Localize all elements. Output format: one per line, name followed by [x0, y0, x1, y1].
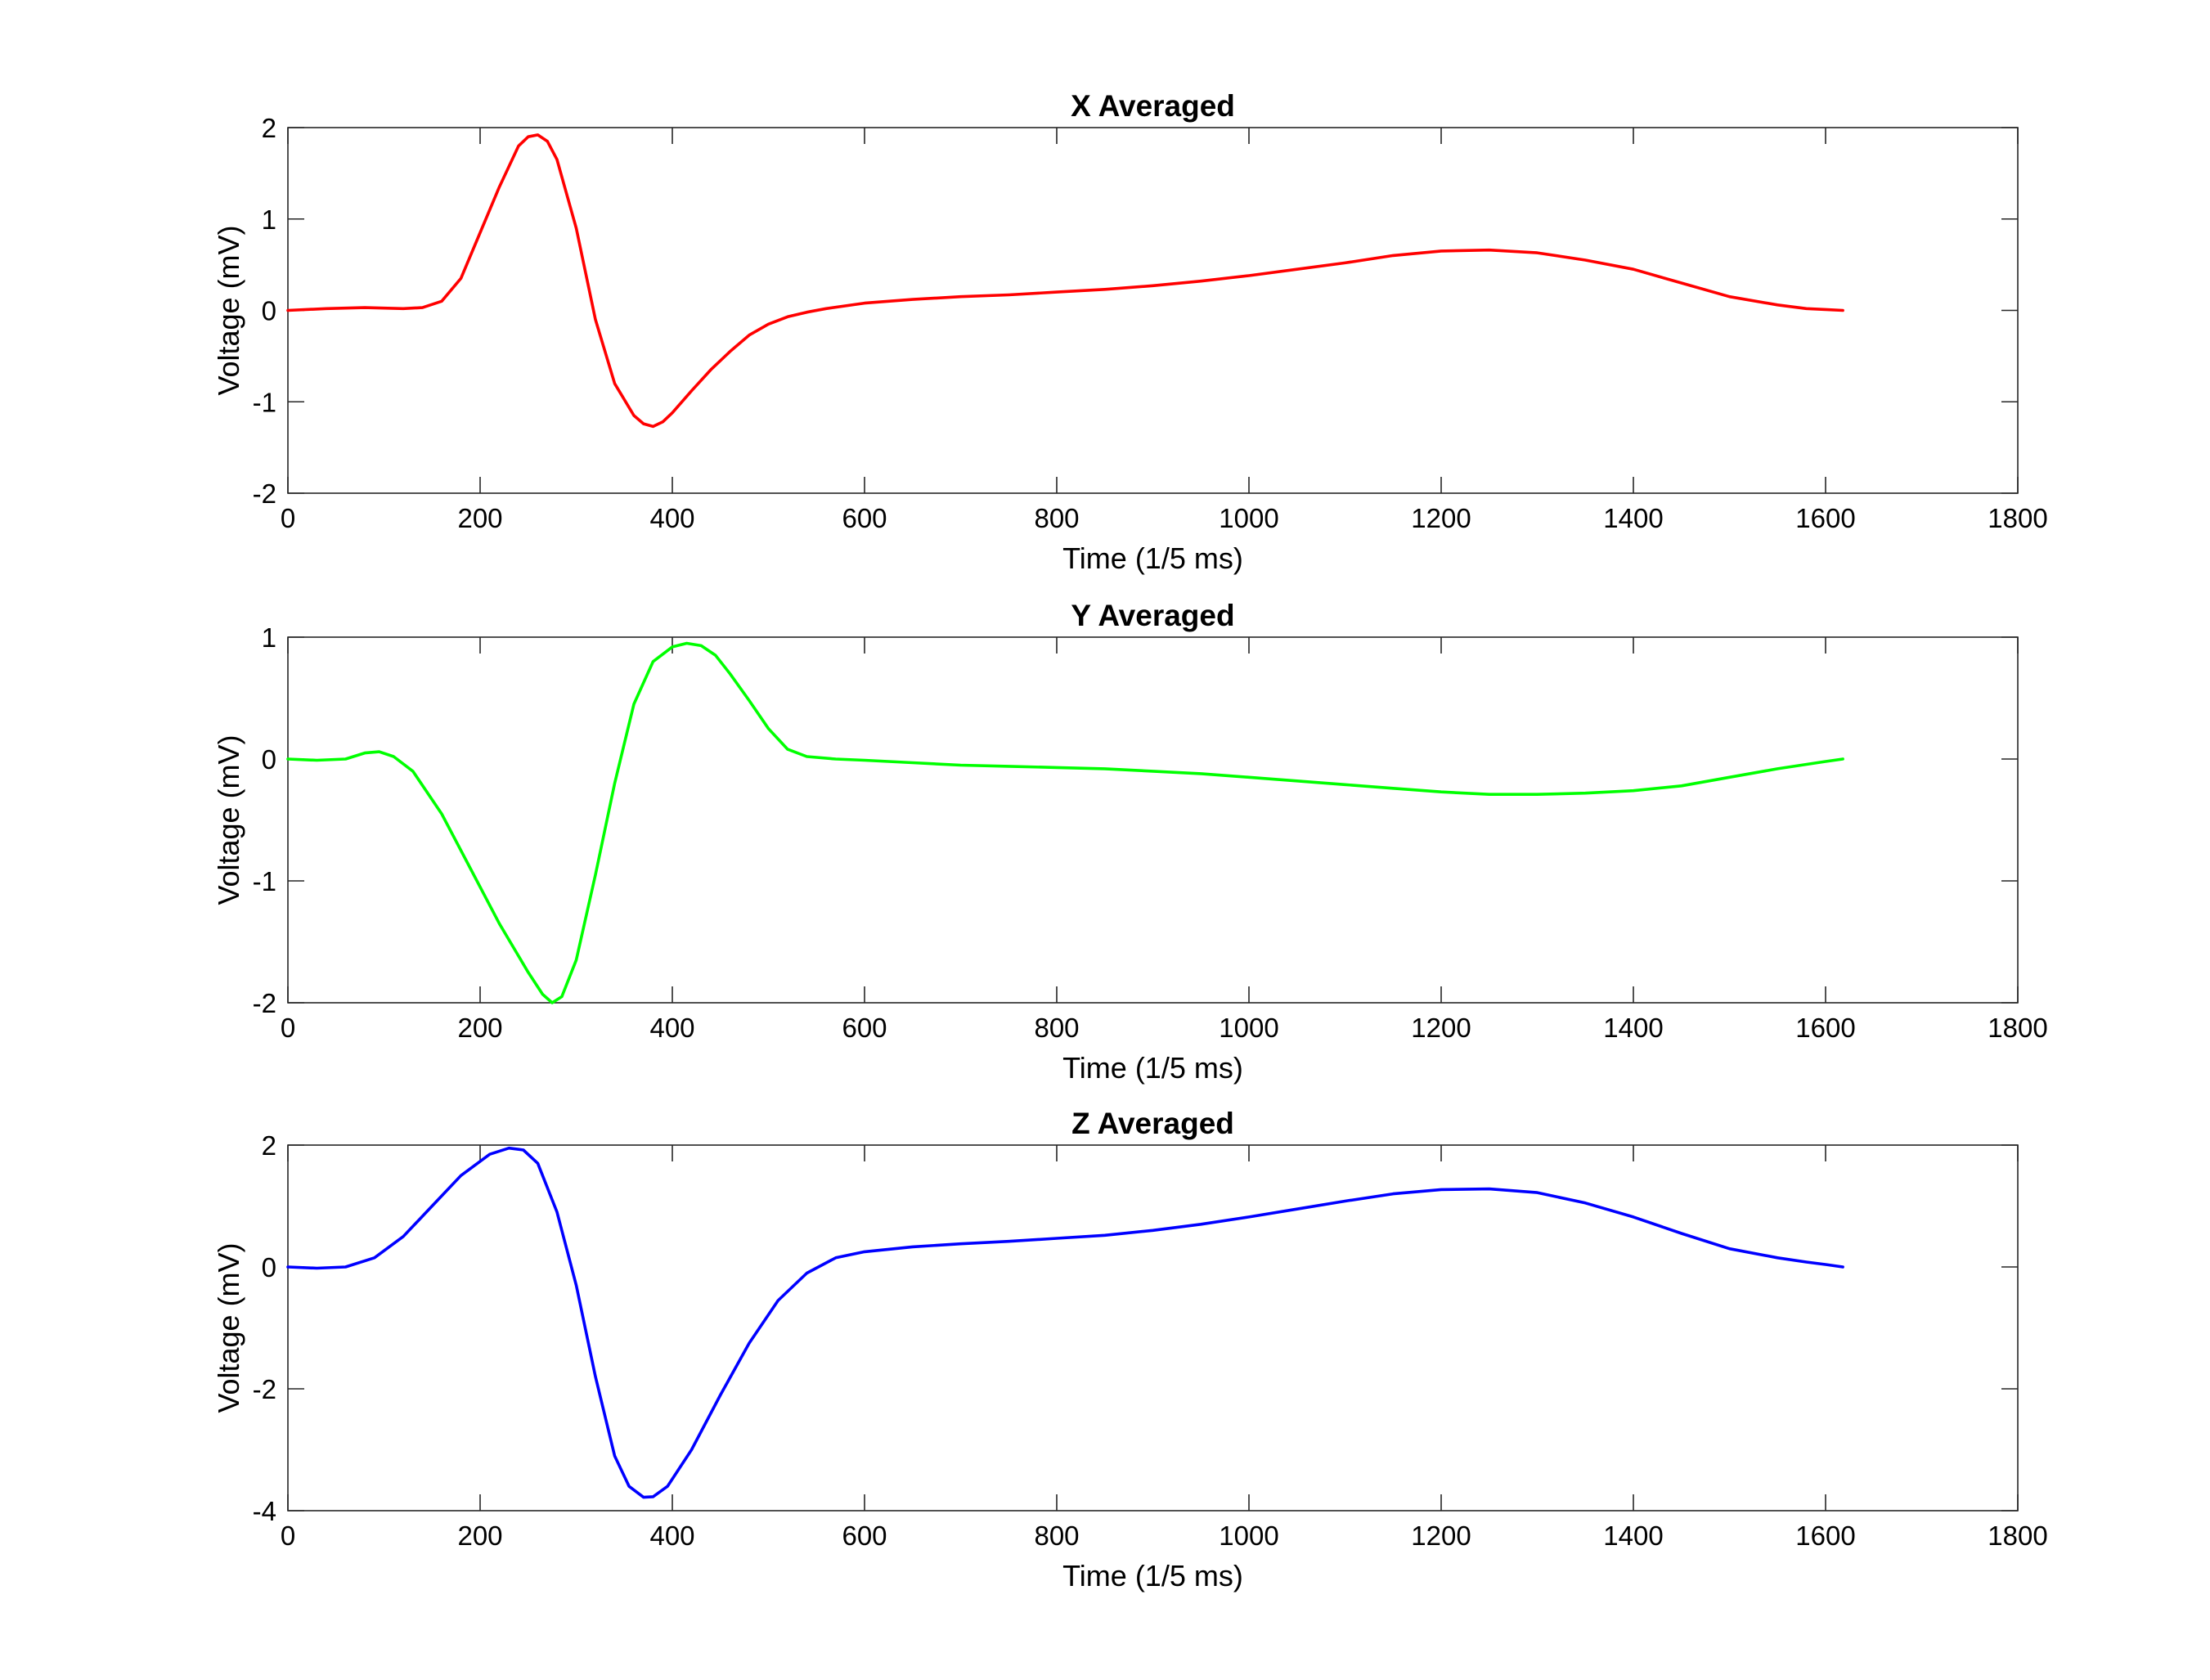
x-tick-label: 1800 [1988, 1521, 2047, 1551]
y-tick-label: -1 [253, 387, 276, 417]
plot-area-frame [287, 127, 2019, 494]
y-tick-label: -2 [253, 1374, 276, 1404]
y-tick-label: 2 [262, 113, 276, 143]
x-tick-label: 200 [457, 1521, 502, 1551]
x-tick-label: 1600 [1795, 1521, 1855, 1551]
y-tick-label: 2 [262, 1130, 276, 1161]
x-tick-label: 1000 [1219, 1521, 1278, 1551]
x-tick-label: 200 [457, 1013, 502, 1043]
y-tick-label: 1 [262, 204, 276, 235]
x-tick-label: 600 [842, 1013, 887, 1043]
y-tick-label: 0 [262, 1252, 276, 1282]
plot-area-frame [287, 1144, 2019, 1512]
x-tick-label: 800 [1034, 1013, 1079, 1043]
x-tick-label: 1200 [1411, 1521, 1471, 1551]
x-tick-label: 1400 [1603, 503, 1663, 533]
y-tick-label: 0 [262, 744, 276, 775]
y-axis-label: Voltage (mV) [212, 734, 245, 905]
x-tick-label: 1200 [1411, 1013, 1471, 1043]
x-tick-label: 1400 [1603, 1521, 1663, 1551]
x-tick-label: 1800 [1988, 1013, 2047, 1043]
x-tick-label: 0 [281, 1013, 295, 1043]
chart-title: X Averaged [1071, 89, 1235, 123]
x-tick-label: 200 [457, 503, 502, 533]
series-line [286, 1146, 1844, 1499]
y-tick-label: -1 [253, 866, 276, 896]
x-tick-label: 1600 [1795, 503, 1855, 533]
y-tick-label: -2 [253, 988, 276, 1018]
x-tick-label: 1000 [1219, 1013, 1278, 1043]
chart-panel-2: 0 200 400 600 800 1000 1200 1400 1600 1800 -4 -2 0 2 Z… [212, 1107, 2048, 1592]
x-tick-label: 1400 [1603, 1013, 1663, 1043]
x-tick-label: 0 [281, 1521, 295, 1551]
x-tick-label: 800 [1034, 503, 1079, 533]
y-axis-label: Voltage (mV) [212, 225, 245, 395]
x-tick-label: 400 [649, 1521, 694, 1551]
y-tick-label: 0 [262, 296, 276, 326]
series-line [286, 133, 1844, 429]
y-tick-label: -4 [253, 1496, 276, 1526]
chart-title: Y Averaged [1071, 599, 1234, 632]
x-tick-label: 1600 [1795, 1013, 1855, 1043]
x-tick-label: 600 [842, 1521, 887, 1551]
y-tick-label: -2 [253, 478, 276, 509]
x-tick-label: 400 [649, 1013, 694, 1043]
x-tick-label: 0 [281, 503, 295, 533]
x-tick-label: 1800 [1988, 503, 2047, 533]
chart-panel-1: 0 200 400 600 800 1000 1200 1400 1600 1800 -2 -1 0 1 Y… [212, 599, 2048, 1085]
y-tick-label: 1 [262, 622, 276, 653]
x-tick-label: 800 [1034, 1521, 1079, 1551]
x-axis-label: Time (1/5 ms) [1062, 541, 1243, 575]
x-axis-label: Time (1/5 ms) [1062, 1559, 1243, 1592]
x-tick-label: 400 [649, 503, 694, 533]
x-axis-label: Time (1/5 ms) [1062, 1051, 1243, 1085]
y-axis-label: Voltage (mV) [212, 1242, 245, 1413]
chart-title: Z Averaged [1071, 1107, 1234, 1140]
series-line [286, 641, 1844, 1004]
x-tick-label: 1000 [1219, 503, 1278, 533]
chart-panel-0: 0 200 400 600 800 1000 1200 1400 1600 1800 -2 -1 0 1 2… [212, 89, 2048, 575]
x-tick-label: 1200 [1411, 503, 1471, 533]
plot-area-frame [287, 636, 2019, 1004]
x-tick-label: 600 [842, 503, 887, 533]
